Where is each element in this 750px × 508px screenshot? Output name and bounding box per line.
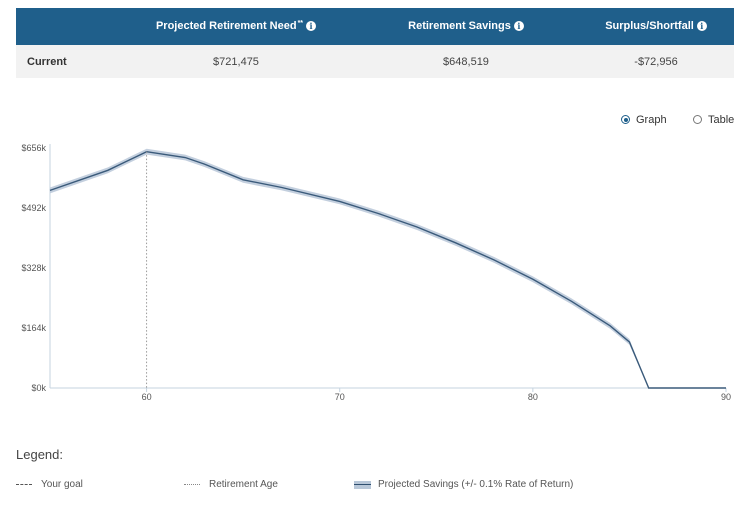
summary-row-current: Current $721,475 $648,519 -$72,956: [16, 45, 734, 78]
savings-chart: $0k $164k $328k $492k $656k 60 70 80 90: [21, 143, 731, 402]
summary-table: Projected Retirement Need** i Retirement …: [16, 8, 734, 78]
graph-radio-label[interactable]: Graph: [636, 114, 667, 126]
legend-retirement-age-label: Retirement Age: [209, 479, 278, 490]
y-tick-label: $164k: [21, 323, 46, 333]
graph-radio[interactable]: [621, 115, 630, 124]
table-radio-label[interactable]: Table: [708, 114, 735, 126]
legend-title: Legend:: [16, 447, 63, 462]
header-need-mark: **: [297, 20, 304, 27]
header-surplus-text: Surplus/Shortfall: [605, 20, 694, 32]
projected-savings-band: [50, 148, 726, 388]
row-savings-value: $648,519: [443, 56, 489, 68]
y-tick-label: $656k: [21, 143, 46, 153]
table-radio[interactable]: [693, 115, 702, 124]
dotted-line-icon: [184, 484, 200, 485]
band-line-icon: [354, 480, 371, 489]
y-tick-label: $0k: [31, 383, 46, 393]
dashed-line-icon: [16, 484, 32, 485]
y-tick-label: $328k: [21, 263, 46, 273]
x-tick-label: 70: [335, 392, 345, 402]
header-surplus-shortfall: Surplus/Shortfall i: [581, 20, 731, 32]
info-icon[interactable]: i: [513, 21, 524, 32]
row-label: Current: [27, 56, 67, 68]
legend-retirement-age: Retirement Age: [184, 479, 278, 490]
table-radio-option[interactable]: Table: [693, 114, 734, 126]
summary-header: Projected Retirement Need** i Retirement …: [16, 8, 734, 45]
header-retirement-savings: Retirement Savings i: [376, 20, 556, 32]
legend-projected-savings: Projected Savings (+/- 0.1% Rate of Retu…: [354, 479, 573, 490]
y-tick-label: $492k: [21, 203, 46, 213]
header-savings-text: Retirement Savings: [408, 20, 511, 32]
x-tick-label: 80: [528, 392, 538, 402]
row-need-value: $721,475: [213, 56, 259, 68]
header-need-text: Projected Retirement Need: [155, 20, 297, 32]
legend-your-goal: Your goal: [16, 479, 83, 490]
info-icon[interactable]: i: [306, 21, 317, 32]
projected-savings-line: [49, 150, 726, 389]
x-tick-label: 90: [721, 392, 731, 402]
x-tick-label: 60: [142, 392, 152, 402]
legend-projected-savings-label: Projected Savings (+/- 0.1% Rate of Retu…: [378, 479, 574, 490]
header-retirement-need: Projected Retirement Need** i: [146, 20, 326, 32]
info-icon[interactable]: i: [696, 21, 707, 32]
legend-your-goal-label: Your goal: [41, 479, 83, 490]
row-surplus-value: -$72,956: [634, 56, 678, 68]
graph-radio-option[interactable]: Graph: [621, 114, 667, 126]
